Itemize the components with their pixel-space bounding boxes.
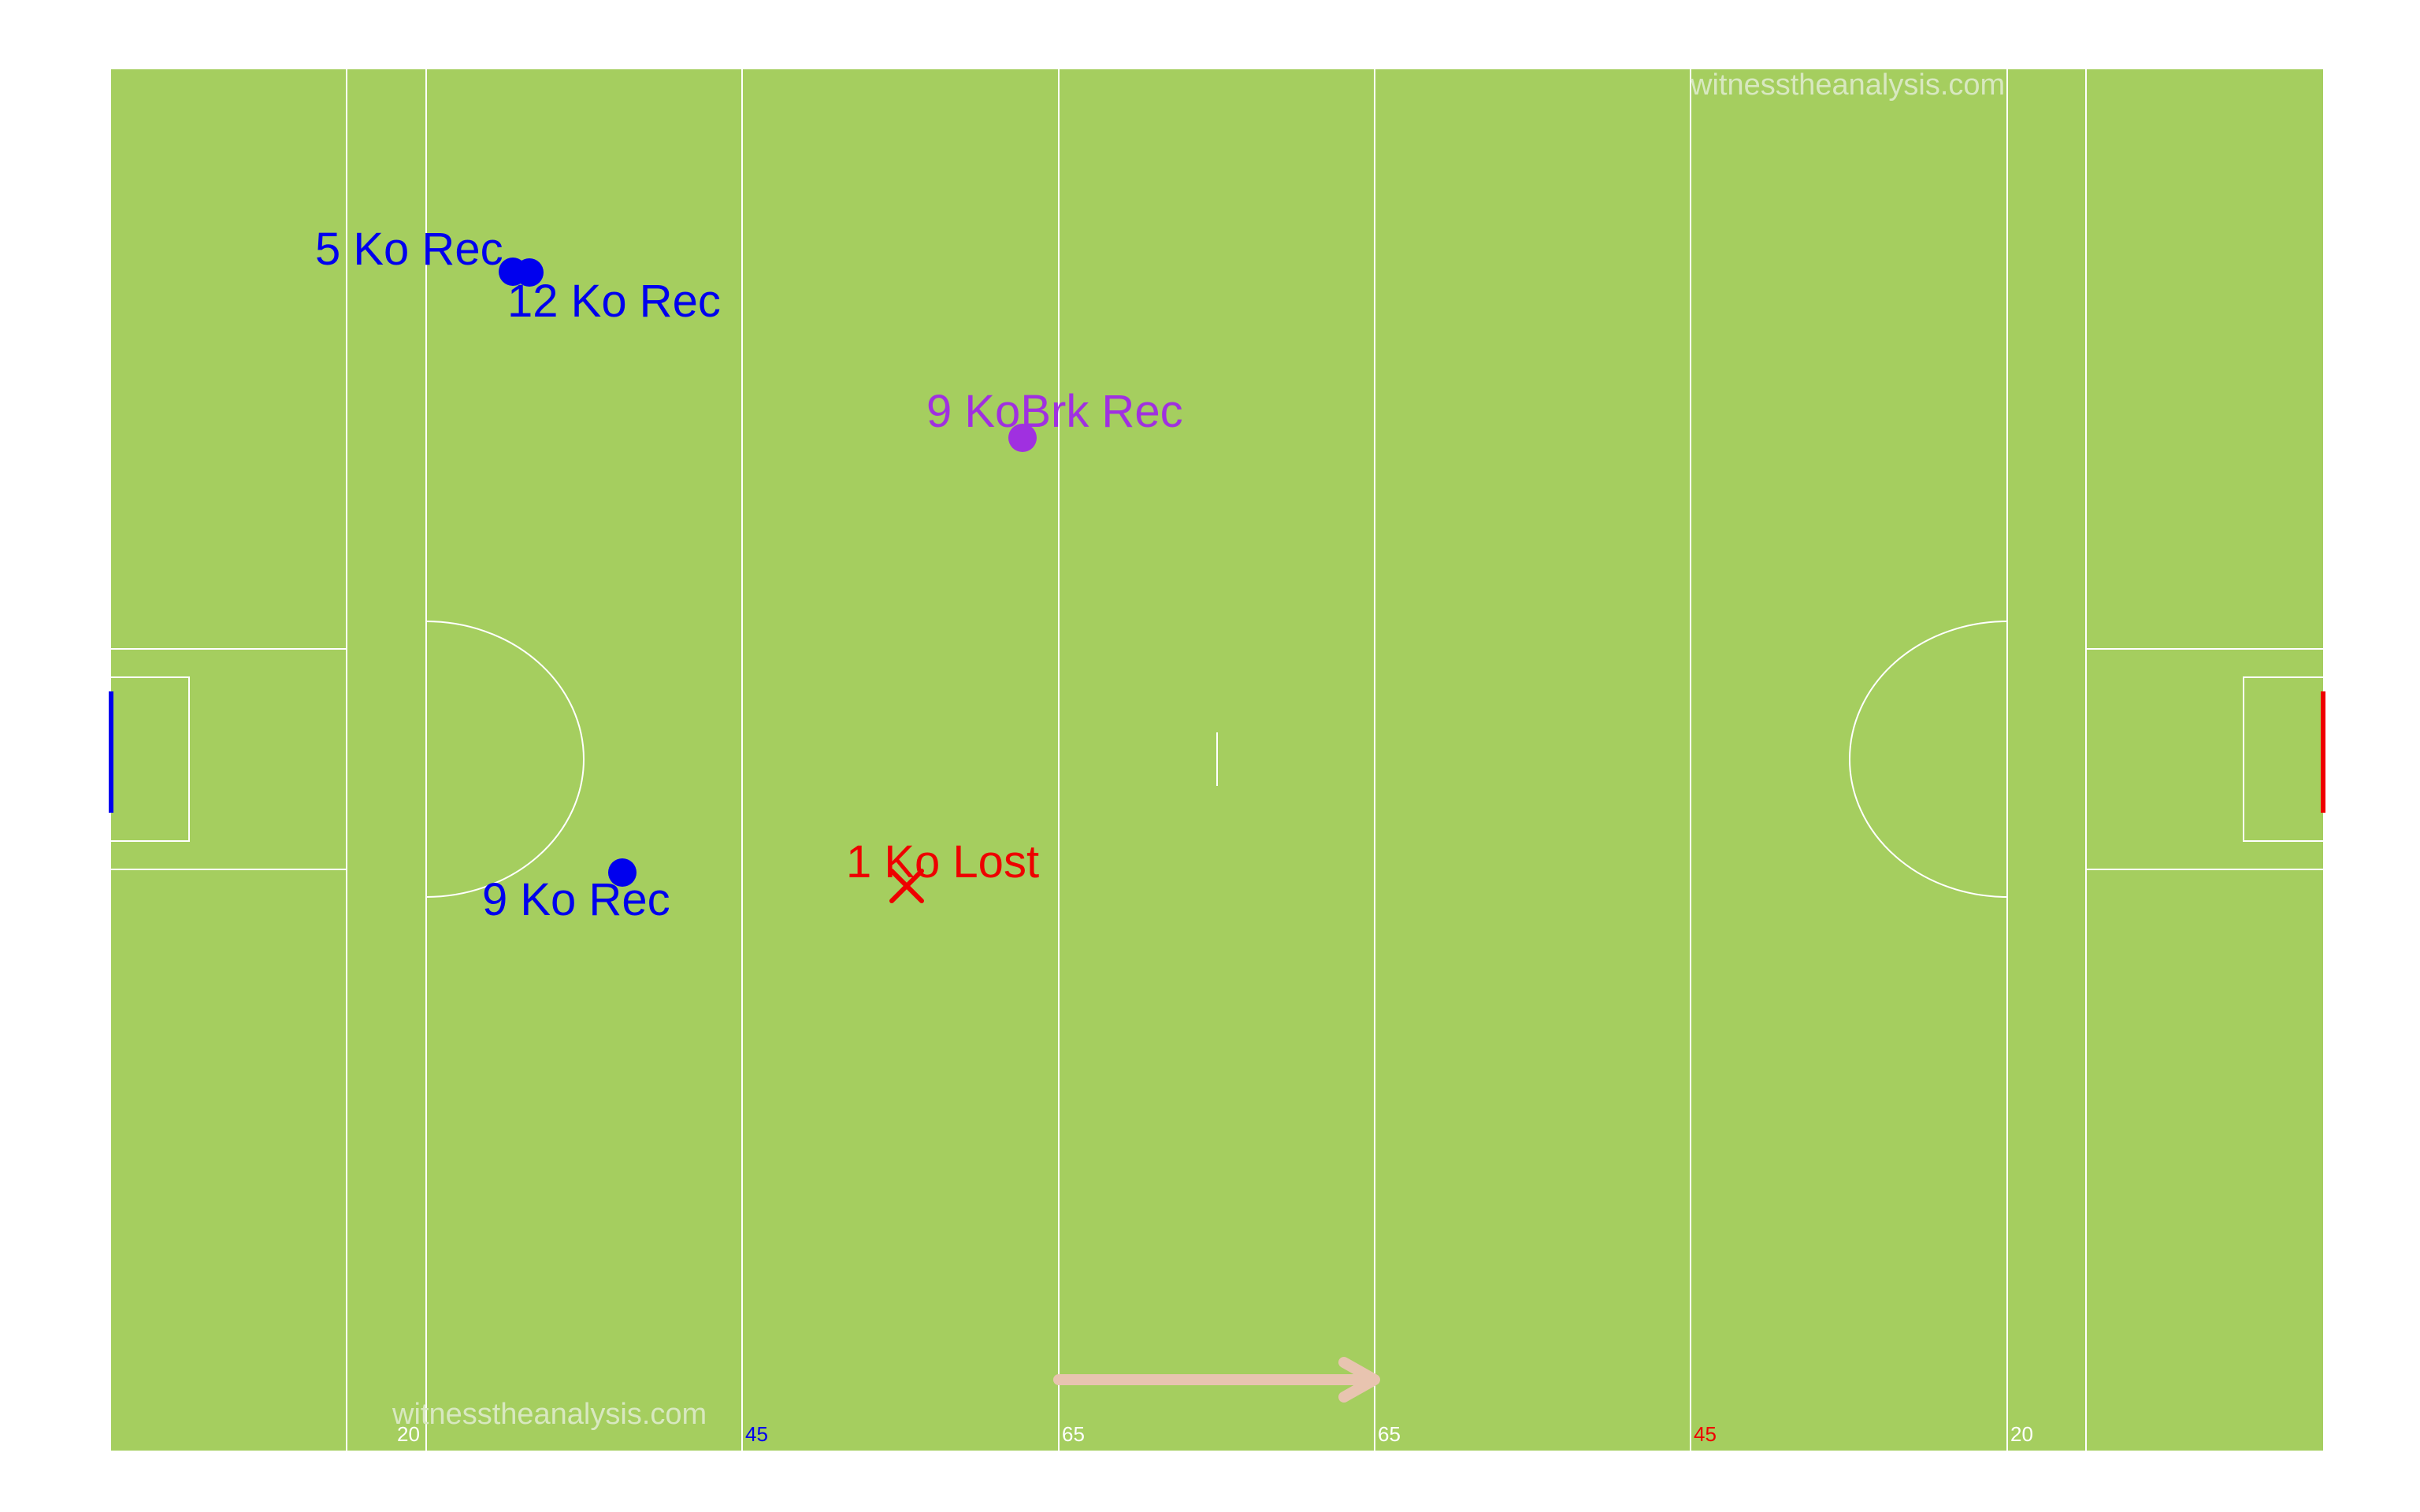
line-label-right-65: 65 (1378, 1422, 1401, 1446)
event-marker-9-ko-rec (608, 858, 637, 887)
event-label-1-ko-lost: 1 Ko Lost (846, 836, 1039, 888)
event-marker-12-ko-rec (515, 258, 544, 287)
left-d-arc (425, 621, 585, 898)
left-large-box (111, 648, 347, 870)
line-label-right-20: 20 (2010, 1422, 2033, 1446)
event-marker-9-kobrk-rec (1008, 424, 1037, 452)
line-labels: 20 45 65 65 45 20 (397, 1422, 2033, 1446)
line-label-right-45: 45 (1694, 1422, 1717, 1446)
line-label-left-65: 65 (1062, 1422, 1085, 1446)
event-label-5-ko-rec: 5 Ko Rec (315, 224, 503, 275)
right-large-box (2085, 648, 2323, 870)
watermark-top: witnesstheanalysis.com (1690, 69, 2005, 102)
direction-arrow (1053, 1357, 1380, 1403)
right-d-arc (1849, 621, 2008, 898)
right-small-box (2243, 676, 2323, 842)
event-label-12-ko-rec: 12 Ko Rec (507, 276, 721, 327)
events: 5 Ko Rec 12 Ko Rec 9 KoBrk Rec 9 Ko Rec … (315, 224, 1183, 925)
left-small-box (111, 676, 190, 842)
event-marker-1-ko-lost (889, 869, 924, 903)
direction-arrow-head (1338, 1357, 1380, 1403)
watermark-bottom: witnesstheanalysis.com (392, 1398, 707, 1431)
line-label-left-20: 20 (397, 1422, 420, 1446)
line-label-left-45: 45 (745, 1422, 768, 1446)
pitch-lines (111, 69, 2323, 1451)
event-label-9-kobrk-rec: 9 KoBrk Rec (926, 386, 1183, 437)
event-label-9-ko-rec: 9 Ko Rec (482, 874, 670, 925)
